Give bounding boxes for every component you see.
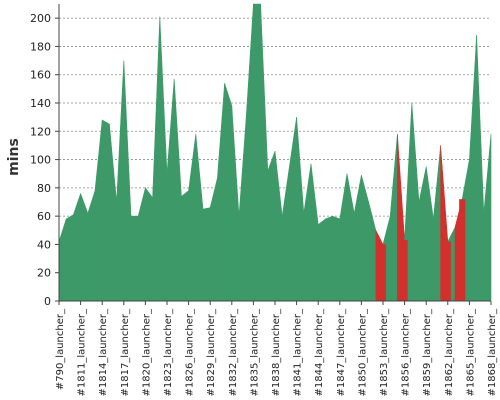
failed-build-bar xyxy=(459,199,466,301)
area-series xyxy=(58,3,492,302)
area-segment xyxy=(152,16,161,302)
x-tick-label: #1862_launcher_ xyxy=(444,308,455,397)
area-segment xyxy=(303,163,312,302)
y-tick-label: 200 xyxy=(30,12,51,25)
area-segment xyxy=(94,119,103,302)
failed-build-bar xyxy=(379,244,387,301)
y-axis-title: mins xyxy=(6,138,22,176)
x-tick-label: #1814_launcher_ xyxy=(98,308,109,397)
area-segment xyxy=(224,83,233,302)
area-segment xyxy=(245,3,254,302)
x-tick-label: #1859_launcher_ xyxy=(422,308,433,397)
area-segment xyxy=(116,60,125,302)
area-segment xyxy=(209,177,218,302)
y-tick-label: 120 xyxy=(30,125,51,138)
area-segment xyxy=(123,60,132,302)
y-tick-label: 140 xyxy=(30,97,51,110)
area-segment xyxy=(389,134,398,302)
y-tick-label: 180 xyxy=(30,40,51,53)
x-tick-label: #1841_launcher_ xyxy=(293,308,304,397)
area-segment xyxy=(173,78,182,302)
area-segment xyxy=(296,117,305,302)
x-tick-label: #1817_launcher_ xyxy=(120,308,131,397)
area-segment xyxy=(368,201,377,302)
area-segment xyxy=(267,150,276,302)
area-segment xyxy=(483,134,492,302)
x-tick-label: #1823_launcher_ xyxy=(163,308,174,397)
area-segment xyxy=(346,173,355,302)
area-segment xyxy=(109,124,117,302)
x-tick-label: #1847_launcher_ xyxy=(336,308,347,397)
area-segment xyxy=(130,215,139,302)
failed-build-bar xyxy=(444,241,451,301)
area-segment xyxy=(289,117,297,302)
area-segment xyxy=(58,218,67,302)
area-segment xyxy=(166,78,175,302)
x-tick-label: #1868_launcher_ xyxy=(487,308,498,397)
area-segment xyxy=(260,3,269,302)
area-segment xyxy=(425,166,434,302)
y-tick-label: 100 xyxy=(30,154,51,167)
area-segment xyxy=(253,3,261,302)
x-tick-label: #1811_launcher_ xyxy=(77,308,88,397)
area-segment xyxy=(181,190,189,302)
area-segment xyxy=(231,105,240,302)
x-tick-label: #1853_launcher_ xyxy=(379,308,390,397)
x-tick-label: #1829_launcher_ xyxy=(206,308,217,397)
area-segment xyxy=(339,173,348,302)
failed-build-bar xyxy=(401,240,408,301)
area-segment xyxy=(361,175,369,302)
x-tick-label: #1832_launcher_ xyxy=(228,308,239,397)
area-segment xyxy=(238,117,247,302)
y-tick-label: 80 xyxy=(37,182,51,195)
area-segment xyxy=(65,214,74,302)
area-segment xyxy=(101,119,110,302)
x-tick-label: #1844_launcher_ xyxy=(314,308,325,397)
area-segment xyxy=(411,102,420,302)
area-segment xyxy=(310,163,319,302)
area-segment xyxy=(281,166,290,302)
x-tick-label: #1820_launcher_ xyxy=(141,308,152,397)
x-tick-label: #1856_launcher_ xyxy=(401,308,412,397)
area-segment xyxy=(325,215,333,302)
area-segment xyxy=(80,193,89,302)
area-segment xyxy=(159,16,168,302)
x-tick-label: #1835_launcher_ xyxy=(249,308,260,397)
area-segment xyxy=(217,83,225,302)
area-segment xyxy=(332,215,341,302)
y-tick-label: 20 xyxy=(37,267,51,280)
area-segment xyxy=(145,186,153,302)
x-tick-label: #1838_launcher_ xyxy=(271,308,282,397)
area-segment xyxy=(317,218,326,302)
y-tick-label: 160 xyxy=(30,69,51,82)
y-tick-labels: 0 20 40 60 80 100 120 140 160 180 200 xyxy=(30,12,59,308)
area-segment xyxy=(87,190,96,302)
area-segment xyxy=(274,151,283,302)
area-segment xyxy=(353,175,362,302)
y-tick-label: 40 xyxy=(37,238,51,251)
area-segment xyxy=(433,145,441,302)
area-segment xyxy=(202,207,211,302)
x-tick-label: #790_launcher_ xyxy=(55,308,66,390)
area-segment xyxy=(73,193,81,302)
x-tick-label: #1850_launcher_ xyxy=(357,308,368,397)
y-tick-label: 0 xyxy=(44,295,51,308)
y-tick-label: 60 xyxy=(37,210,51,223)
x-tick-label: #1865_launcher_ xyxy=(465,308,476,397)
area-segment xyxy=(188,134,197,302)
area-segment xyxy=(137,187,146,302)
x-tick-labels: #790_launcher_ #1811_launcher_ #1814_launc… xyxy=(55,301,498,397)
area-segment xyxy=(418,166,427,302)
area-segment xyxy=(195,134,204,302)
x-tick-label: #1826_launcher_ xyxy=(185,308,196,397)
